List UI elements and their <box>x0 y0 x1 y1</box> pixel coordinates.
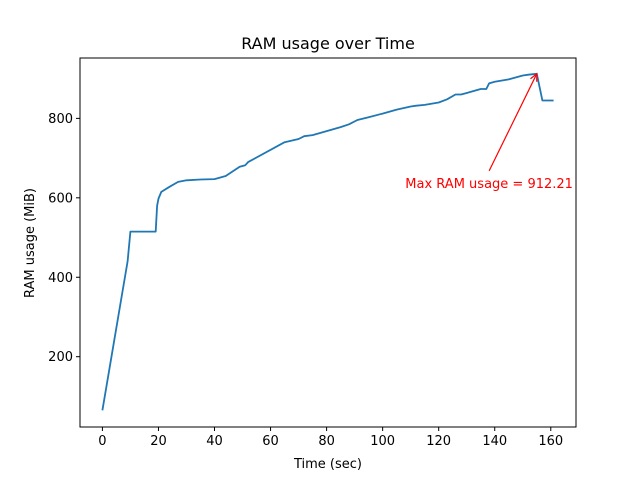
y-tick-label: 400 <box>48 271 73 286</box>
x-tick-label: 0 <box>98 434 106 449</box>
y-tick-label: 600 <box>48 191 73 206</box>
annotation-text: Max RAM usage = 912.21 <box>405 177 573 192</box>
series-line-0 <box>101 72 554 411</box>
plot-frame <box>79 57 577 428</box>
y-axis-label: RAM usage (MiB) <box>23 188 38 298</box>
annotation-arrowhead <box>530 72 538 82</box>
annotation-arrow <box>488 73 538 172</box>
x-tick-label: 100 <box>370 434 395 449</box>
x-axis-label: Time (sec) <box>293 457 362 472</box>
chart-title: RAM usage over Time <box>241 34 415 53</box>
x-tick-label: 160 <box>538 434 563 449</box>
x-axis: 0 20 40 60 80 100 120 140 160 <box>98 427 563 449</box>
x-tick-label: 20 <box>150 434 167 449</box>
annotations: Max RAM usage = 912.21 <box>405 72 573 192</box>
x-tick-label: 140 <box>482 434 507 449</box>
x-tick-label: 60 <box>262 434 279 449</box>
y-tick-label: 800 <box>48 112 73 127</box>
x-tick-label: 80 <box>318 434 335 449</box>
x-tick-label: 120 <box>426 434 451 449</box>
y-axis: 200 400 600 800 <box>48 112 80 365</box>
plot-area <box>79 57 577 428</box>
y-tick-label: 200 <box>48 350 73 365</box>
x-tick-label: 40 <box>206 434 223 449</box>
